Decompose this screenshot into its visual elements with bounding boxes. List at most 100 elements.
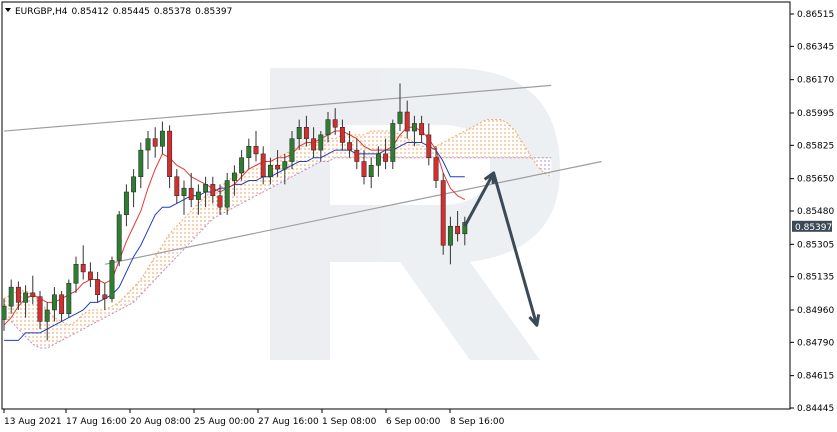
candle-body [361, 161, 367, 177]
candle [44, 302, 50, 341]
candle [195, 184, 201, 215]
cloud-segment [169, 226, 177, 265]
candle [303, 115, 309, 147]
candle [239, 150, 245, 181]
candle [231, 165, 237, 196]
cloud-segment [25, 290, 33, 345]
cloud-segment [119, 294, 127, 310]
candle-body [37, 296, 43, 322]
candle-body [1, 305, 7, 320]
cloud-segment [241, 169, 249, 204]
candle [311, 127, 317, 158]
price-axis[interactable]: 0.86515 0.86345 0.86170 0.85995 0.85825 0.856… [790, 10, 834, 414]
cloud-segment [61, 321, 69, 341]
cloud-segment [508, 123, 516, 158]
candle-body [174, 176, 180, 197]
cloud-segment [126, 287, 134, 307]
cloud-segment [191, 203, 199, 242]
header-close: 0.85397 [195, 7, 232, 17]
candle-body [109, 260, 115, 299]
candle [109, 256, 115, 303]
forecast-arrow-up-shaft [463, 172, 495, 227]
y-tick-label: 0.84790 [797, 338, 834, 348]
candle [59, 290, 65, 322]
y-tick-label: 0.84445 [797, 404, 834, 414]
candle [282, 153, 288, 185]
candle [404, 100, 410, 139]
candle-body [339, 127, 345, 143]
y-tick-label: 0.85480 [797, 207, 834, 217]
candle-body [390, 123, 396, 162]
candle [260, 146, 266, 185]
candle-body [433, 157, 439, 181]
cloud-segment [328, 138, 336, 162]
candle-body [239, 157, 245, 174]
watermark-logo [270, 68, 560, 360]
cloud-segment [457, 131, 465, 158]
candle-body [23, 292, 29, 303]
candle [419, 115, 425, 143]
x-tick-label: 6 Sep 00:00 [386, 417, 441, 427]
cloud-segment [198, 195, 206, 234]
candle [296, 119, 302, 151]
candle-body [188, 187, 194, 200]
candle [447, 216, 453, 265]
cloud-segment [205, 191, 213, 227]
candle-body [95, 279, 101, 295]
y-tick-label: 0.84960 [797, 306, 834, 316]
y-tick-label: 0.85650 [797, 175, 834, 185]
x-tick-label: 20 Aug 08:00 [130, 417, 191, 427]
candle [181, 180, 187, 215]
candle-body [275, 165, 281, 170]
candle [15, 281, 21, 310]
dropdown-triangle-icon[interactable] [5, 8, 11, 12]
cloud-segment [68, 321, 76, 337]
candle-body [303, 127, 309, 139]
y-tick-label: 0.86345 [797, 42, 834, 52]
candle-body [15, 286, 21, 303]
candle-body [44, 309, 50, 322]
time-axis[interactable]: 13 Aug 2021 17 Aug 16:00 20 Aug 08:00 25 Au… [3, 409, 505, 427]
cloud-segment [414, 142, 422, 158]
candle [116, 211, 122, 267]
cloud-segment [104, 306, 112, 318]
candle-body [397, 111, 403, 124]
forecast-arrow-down-head [528, 314, 541, 327]
cloud-segment [112, 302, 120, 314]
senkou-b-line [3, 157, 552, 349]
candle-body [131, 176, 137, 193]
y-tick-label: 0.85135 [797, 273, 834, 283]
x-tick-label: 27 Aug 16:00 [258, 417, 319, 427]
candle-body [383, 153, 389, 162]
candle [462, 216, 468, 246]
candle-body [66, 283, 72, 315]
candle-body [246, 146, 252, 158]
cloud-segment [148, 256, 156, 288]
cloud-segment [140, 268, 148, 295]
candle-body [217, 195, 223, 208]
y-tick-label: 0.85825 [797, 141, 834, 151]
cloud-segment [436, 142, 444, 158]
cloud-segment [443, 138, 451, 158]
candle-body [73, 264, 79, 284]
candle-body [123, 191, 129, 216]
candle-body [87, 271, 93, 280]
candle [80, 245, 86, 280]
candle [167, 125, 173, 189]
candles [1, 83, 468, 341]
channel-upper-line [3, 84, 552, 132]
candle [1, 298, 7, 331]
candle [51, 287, 57, 322]
cloud-segment [486, 119, 494, 158]
y-tick-label: 0.86515 [797, 10, 834, 20]
candle-body [447, 225, 453, 246]
plot-frame [1, 1, 791, 410]
candle [131, 169, 137, 208]
header-high: 0.85445 [113, 7, 150, 17]
candle-body [210, 184, 216, 197]
candle [267, 157, 273, 185]
cloud-segment [500, 119, 508, 158]
candle-body [332, 119, 338, 128]
candle [289, 131, 295, 170]
